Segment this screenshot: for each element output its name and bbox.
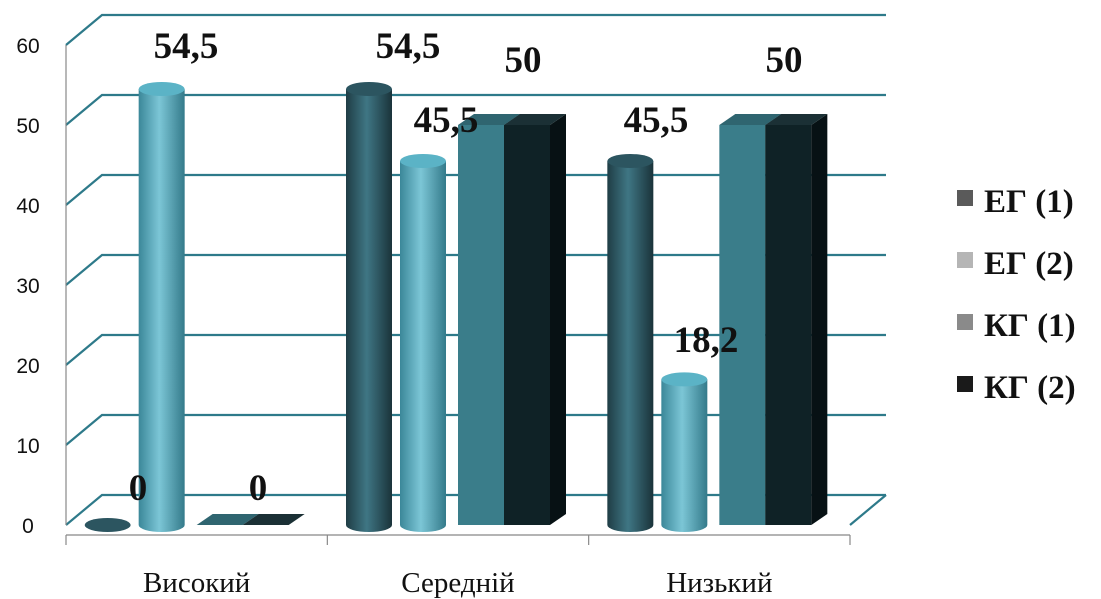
legend-entry: КГ (1) <box>984 308 1076 344</box>
data-label: 54,5 <box>376 26 441 67</box>
bar <box>607 154 654 532</box>
gridline-60 <box>65 13 886 46</box>
category-label: Середній <box>401 567 514 599</box>
y-tick-label: 60 <box>16 35 39 58</box>
gridlines <box>65 13 887 526</box>
bar <box>661 372 708 532</box>
data-label: 18,2 <box>674 320 739 361</box>
category-label: Високий <box>143 567 250 599</box>
bar <box>242 514 305 525</box>
axes: 0 10 20 30 40 50 60 Високий Середній Низький <box>16 35 851 599</box>
data-labels: 0 54,5 0 54,5 45,5 50 45,5 18,2 50 <box>129 26 803 509</box>
y-tick-label: 0 <box>22 515 34 538</box>
bar <box>400 154 446 532</box>
floor-right-edge <box>849 494 887 526</box>
data-label: 50 <box>505 40 542 81</box>
data-label: 45,5 <box>414 100 479 141</box>
data-label: 45,5 <box>624 100 689 141</box>
y-tick-label: 10 <box>16 435 39 458</box>
gridline-50 <box>65 93 886 126</box>
data-label: 0 <box>249 468 268 509</box>
y-tick-label: 30 <box>16 275 39 298</box>
data-label: 50 <box>766 40 803 81</box>
y-tick-label: 20 <box>16 355 39 378</box>
y-tick-label: 50 <box>16 115 39 138</box>
bar <box>138 82 185 532</box>
bar <box>346 82 392 532</box>
legend-swatch <box>957 314 973 330</box>
legend-entry: КГ (2) <box>984 370 1076 406</box>
category-label: Низький <box>666 567 772 599</box>
legend-swatch <box>957 376 973 392</box>
data-label: 54,5 <box>154 26 219 67</box>
data-label: 0 <box>129 468 148 509</box>
bar <box>504 114 566 525</box>
bars <box>84 82 828 532</box>
bar <box>84 518 131 532</box>
legend-entry: ЕГ (2) <box>984 246 1074 282</box>
legend: ЕГ (1) ЕГ (2) КГ (1) КГ (2) <box>957 184 1076 406</box>
bar <box>196 514 259 525</box>
legend-swatch <box>957 190 973 206</box>
legend-swatch <box>957 252 973 268</box>
legend-entry: ЕГ (1) <box>984 184 1074 220</box>
bar <box>765 114 828 525</box>
y-tick-label: 40 <box>16 195 39 218</box>
